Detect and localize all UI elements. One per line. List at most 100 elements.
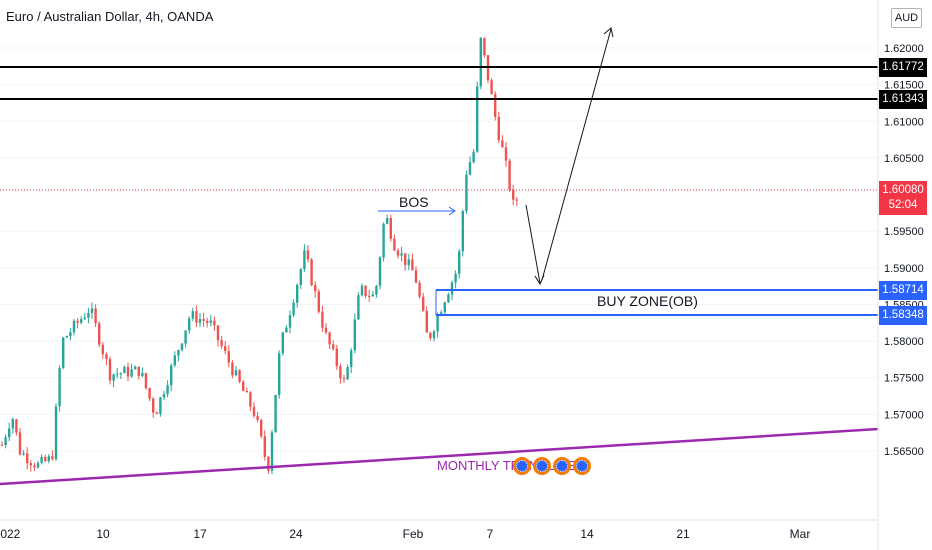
- chart-title: Euro / Australian Dollar, 4h, OANDA: [6, 9, 214, 24]
- event-icon-3[interactable]: [553, 457, 571, 475]
- candle-body: [94, 308, 97, 324]
- candle-body: [238, 370, 241, 382]
- candle-body: [62, 337, 65, 368]
- x-tick-label: Mar: [790, 527, 811, 541]
- y-tick-label: 1.56500: [884, 446, 924, 458]
- candle-body: [389, 217, 392, 239]
- candle-body: [245, 390, 248, 393]
- candle-body: [364, 285, 367, 296]
- candle-body: [252, 406, 256, 416]
- candle-body: [227, 351, 230, 363]
- candle-body: [180, 343, 184, 351]
- candle-body: [353, 319, 356, 351]
- candle-body: [490, 80, 493, 95]
- candle-body: [429, 332, 432, 339]
- candle-body: [411, 259, 414, 271]
- candle-body: [332, 344, 335, 349]
- y-tick-label: 1.59500: [884, 226, 924, 238]
- candle-body: [40, 457, 43, 463]
- bos-label: BOS: [399, 194, 429, 210]
- candle-body: [476, 86, 479, 152]
- candle-body: [159, 397, 162, 415]
- candle-body: [87, 313, 90, 318]
- candle-body: [458, 251, 461, 274]
- candle-body: [90, 308, 94, 314]
- candle-body: [296, 284, 299, 303]
- event-icon-2[interactable]: [533, 457, 551, 475]
- candle-body: [47, 456, 50, 462]
- candle-body: [400, 253, 403, 256]
- candle-body: [414, 270, 418, 283]
- candle-body: [260, 419, 263, 437]
- candle-body: [350, 350, 353, 368]
- candle-body: [98, 323, 101, 345]
- price-label-level-2: 1.61343: [879, 90, 927, 109]
- candle-body: [101, 344, 104, 355]
- candle-body: [479, 37, 482, 87]
- candle-body: [357, 295, 360, 320]
- candle-body: [497, 116, 500, 141]
- candle-body: [209, 320, 212, 323]
- x-tick-label: 14: [580, 527, 594, 541]
- candle-body: [191, 311, 194, 319]
- candle-body: [51, 456, 54, 460]
- candle-body: [285, 327, 288, 333]
- candle-body: [188, 318, 191, 331]
- candle-body: [234, 370, 238, 376]
- candle-body: [371, 294, 374, 297]
- current-price-value: 1.60080: [882, 184, 924, 196]
- y-axis[interactable]: 1.62000 1.61500 1.61000 1.60500 1.59500 1.590…: [884, 43, 924, 458]
- candle-body: [468, 162, 472, 175]
- candle-body: [346, 367, 349, 380]
- candle-body: [303, 250, 306, 270]
- currency-badge[interactable]: AUD: [891, 8, 922, 28]
- monthly-trendline[interactable]: [0, 427, 879, 486]
- candle-body: [454, 273, 457, 283]
- candle-body: [137, 366, 140, 377]
- y-tick-label: 1.60500: [884, 153, 924, 165]
- projection-arrow-up[interactable]: [541, 28, 612, 281]
- candle-body: [126, 367, 130, 377]
- x-axis[interactable]: 2022 10 17 24 Feb 7 14 21 Mar: [0, 527, 810, 541]
- candle-body: [501, 140, 504, 148]
- candle-body: [378, 257, 382, 286]
- candle-body: [231, 362, 234, 376]
- projection-arrow-down[interactable]: [525, 204, 541, 284]
- candle-body: [15, 419, 18, 433]
- candle-body: [184, 330, 187, 344]
- candle-countdown: 52:04: [888, 199, 918, 211]
- candle-body: [321, 311, 324, 328]
- candle-body: [144, 373, 148, 389]
- price-label-level-1: 1.61772: [879, 58, 927, 77]
- candle-body: [18, 432, 22, 455]
- candle-body: [465, 174, 468, 212]
- candle-body: [119, 373, 122, 375]
- candle-body: [4, 437, 7, 446]
- candle-body: [26, 453, 29, 464]
- candle-body: [328, 332, 331, 345]
- y-tick-label: 1.58000: [884, 336, 924, 348]
- price-label-zone-top: 1.58714: [879, 281, 927, 300]
- candle-body: [177, 350, 180, 356]
- candle-body: [288, 315, 292, 328]
- candle-body: [396, 250, 400, 256]
- candle-body: [335, 348, 338, 367]
- flag-icon: [516, 460, 528, 472]
- candle-body: [443, 302, 446, 313]
- candle-body: [80, 319, 83, 323]
- candle-body: [105, 354, 108, 360]
- candle-body: [141, 373, 144, 377]
- candle-body: [224, 346, 227, 352]
- candle-body: [69, 332, 72, 337]
- flag-icon: [556, 460, 568, 472]
- candle-body: [220, 340, 223, 347]
- event-icon-1[interactable]: [513, 457, 531, 475]
- candle-body: [425, 310, 428, 333]
- candle-body: [72, 320, 76, 333]
- event-icon-4[interactable]: [573, 457, 591, 475]
- candle-body: [33, 465, 36, 468]
- candle-body: [83, 317, 86, 320]
- y-tick-label: 1.59000: [884, 263, 924, 275]
- candle-body: [0, 444, 4, 446]
